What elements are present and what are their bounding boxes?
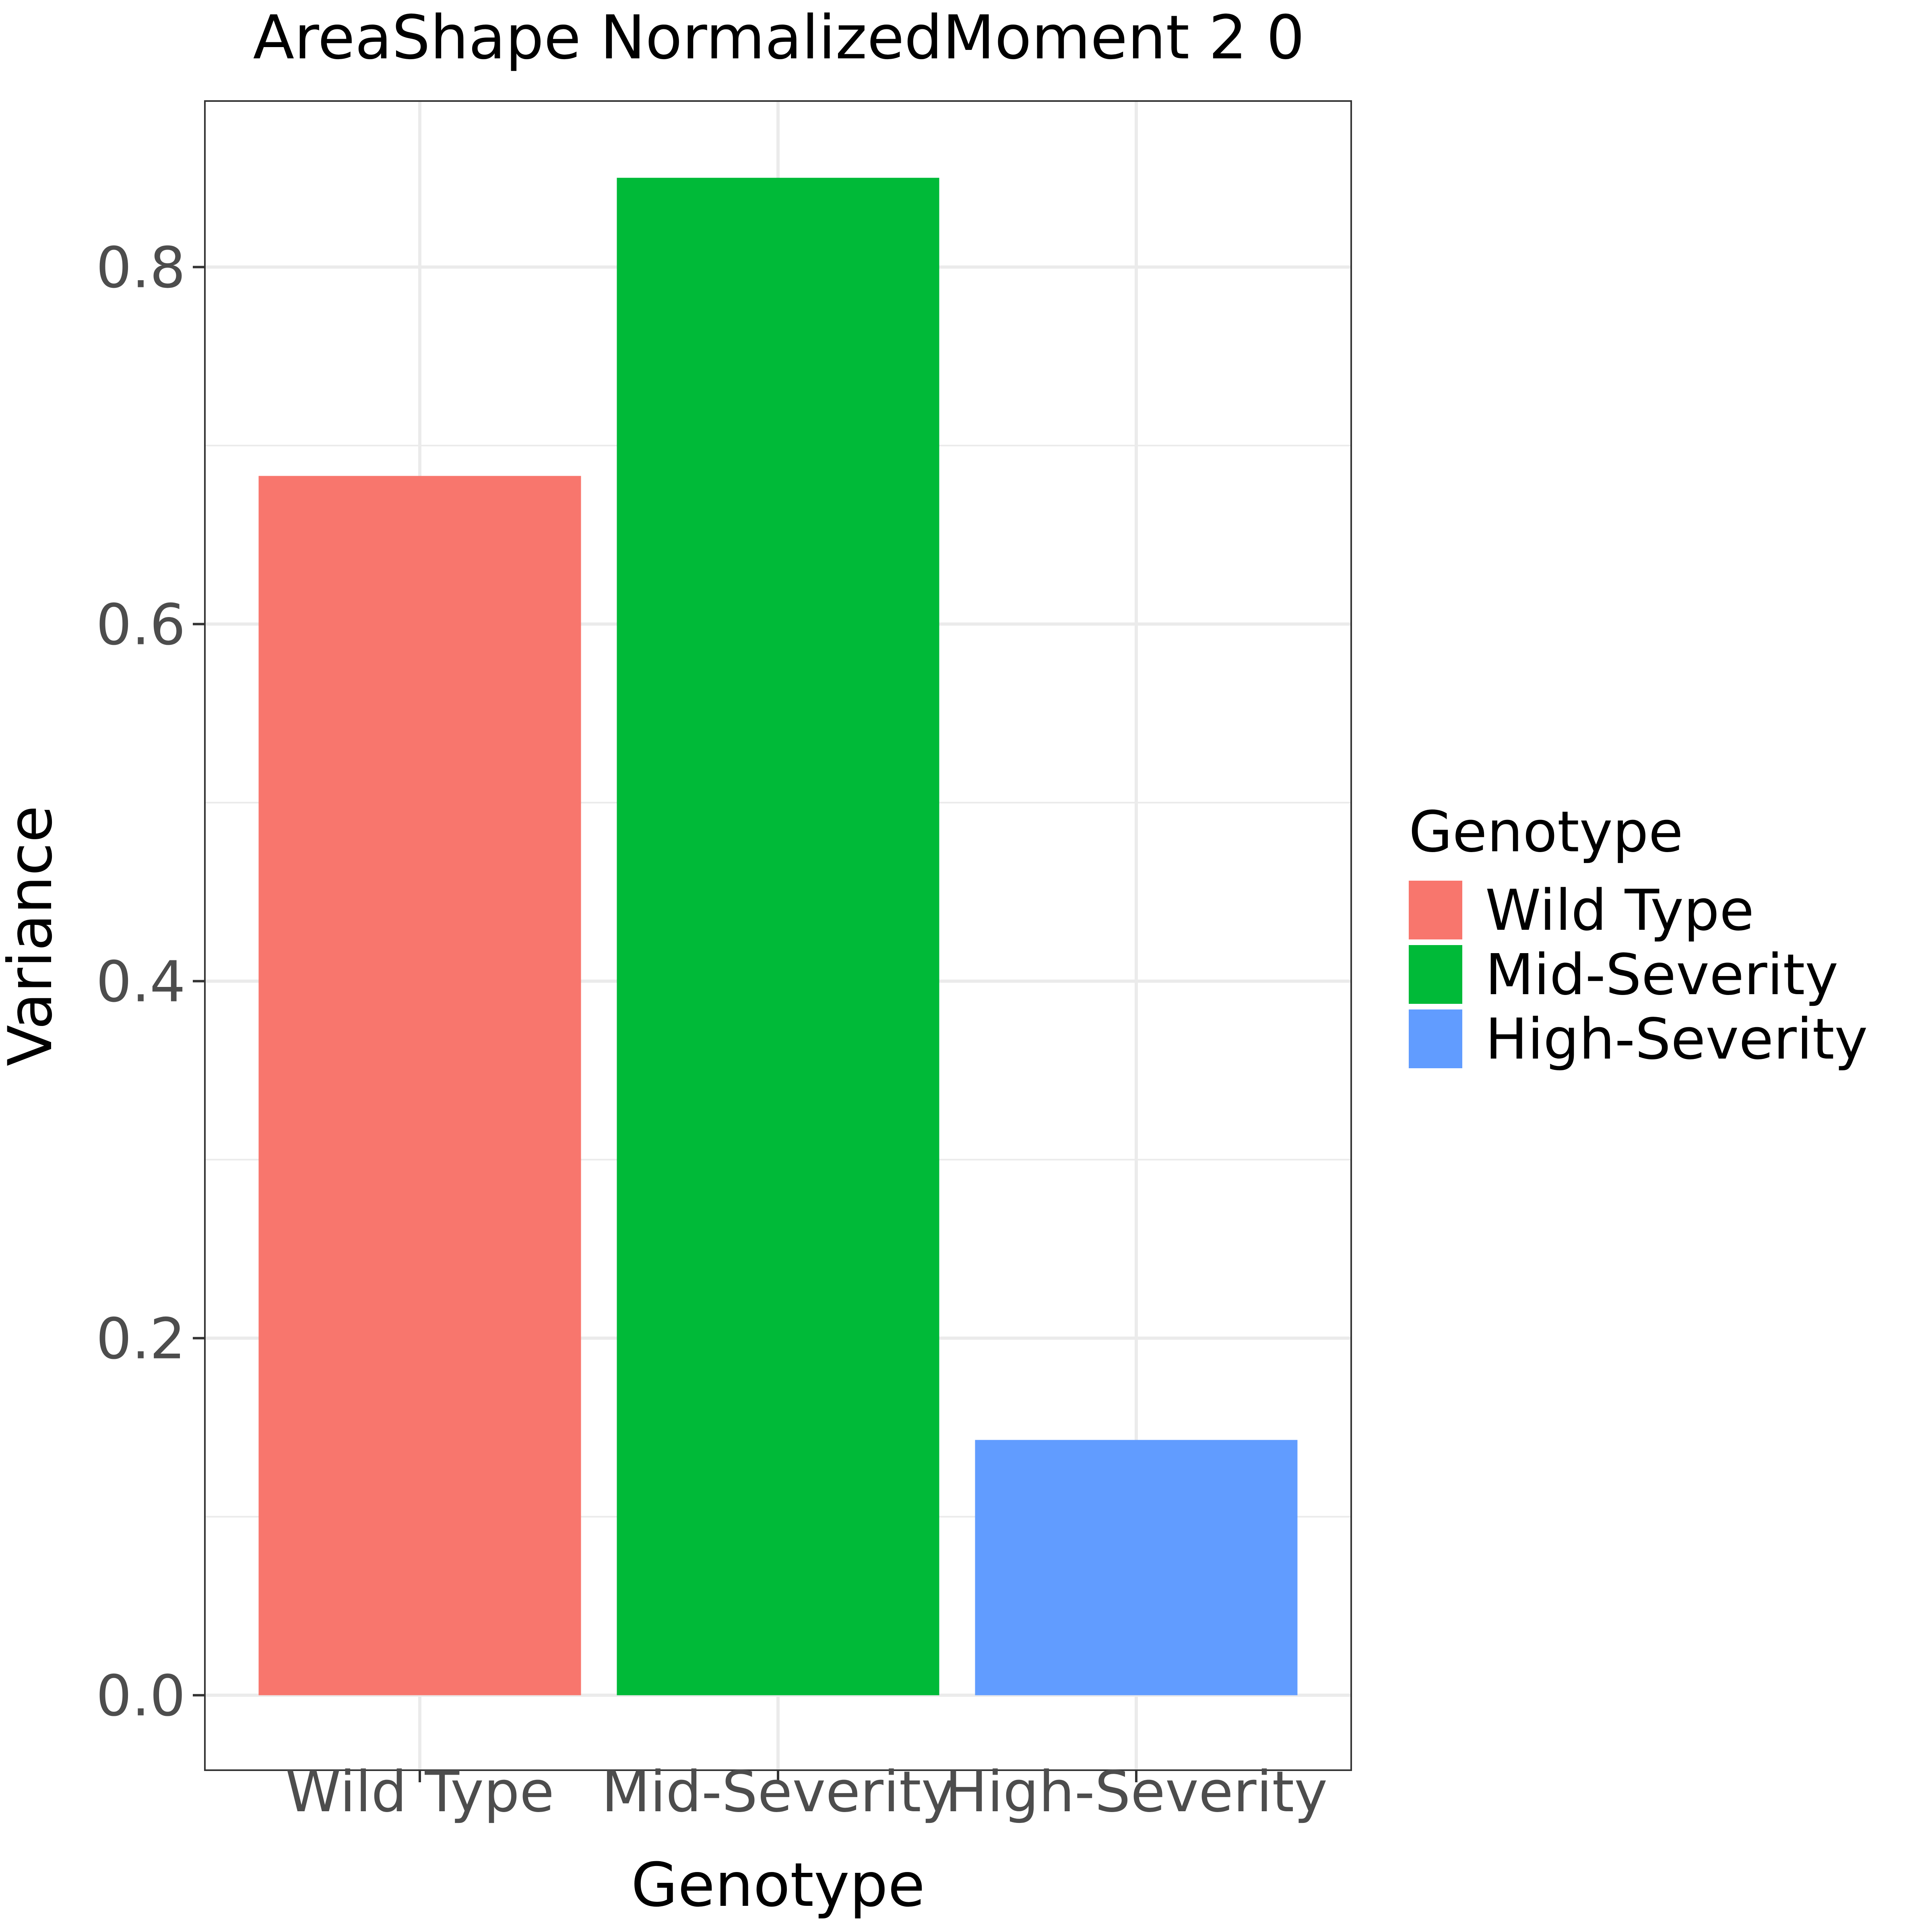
- y-tick-label: 0.4: [96, 949, 186, 1015]
- bar-wild-type: [258, 476, 581, 1695]
- y-axis-label: Variance: [0, 805, 66, 1066]
- bars-layer: [258, 178, 1298, 1695]
- x-tick-label: Mid-Severity: [601, 1759, 954, 1825]
- y-tick-label: 0.8: [96, 235, 186, 301]
- x-tick-label: Wild Type: [285, 1759, 554, 1825]
- x-axis-label: Genotype: [631, 1850, 925, 1920]
- y-tick-label: 0.0: [96, 1664, 186, 1729]
- legend-title: Genotype: [1409, 799, 1683, 865]
- bar-high-severity: [975, 1440, 1298, 1695]
- legend-label: Wild Type: [1485, 878, 1754, 943]
- legend-swatch: [1409, 945, 1462, 1004]
- legend-swatch: [1409, 1009, 1462, 1068]
- y-axis: 0.0 0.2 0.4 0.6 0.8: [96, 235, 205, 1729]
- x-tick-label: High-Severity: [945, 1759, 1327, 1825]
- legend-label: High-Severity: [1485, 1007, 1868, 1072]
- legend-label: Mid-Severity: [1485, 942, 1838, 1008]
- y-tick-label: 0.2: [96, 1307, 186, 1372]
- bar-mid-severity: [617, 178, 939, 1695]
- y-tick-label: 0.6: [96, 592, 186, 658]
- chart-title: AreaShape NormalizedMoment 2 0: [253, 3, 1305, 73]
- legend: Genotype Wild TypeMid-SeverityHigh-Sever…: [1409, 799, 1868, 1072]
- plot-panel: [204, 100, 1352, 1771]
- legend-swatch: [1409, 881, 1462, 939]
